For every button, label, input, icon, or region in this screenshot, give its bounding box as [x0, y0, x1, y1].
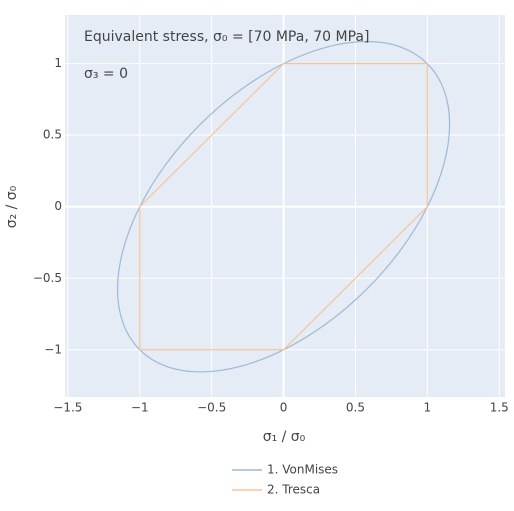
- x-tick-label: −1.5: [53, 401, 82, 415]
- y-tick-label: 1: [54, 56, 62, 70]
- x-tick-label: 1: [424, 401, 432, 415]
- series-line: [139, 63, 428, 351]
- x-tick-label: 0.5: [346, 401, 365, 415]
- x-axis-label: σ₁ / σ₀: [263, 429, 306, 445]
- x-tick-label: 0: [280, 401, 288, 415]
- annotation: Equivalent stress, σ₀ = [70 MPa, 70 MPa]: [84, 29, 369, 45]
- x-tick-label: 1.5: [490, 401, 509, 415]
- x-tick-label: −1: [131, 401, 149, 415]
- y-axis-label: σ₂ / σ₀: [4, 185, 20, 228]
- legend-label: 1. VonMises: [267, 463, 338, 477]
- y-tick-label: 0.5: [43, 128, 62, 142]
- annotation: σ₃ = 0: [84, 66, 128, 82]
- legend-label: 2. Tresca: [267, 483, 320, 497]
- marks: [116, 40, 451, 373]
- y-tick-label: −1: [44, 342, 62, 356]
- x-tick-label: −0.5: [197, 401, 226, 415]
- y-tick-label: −0.5: [33, 271, 62, 285]
- y-tick-label: 0: [54, 199, 62, 213]
